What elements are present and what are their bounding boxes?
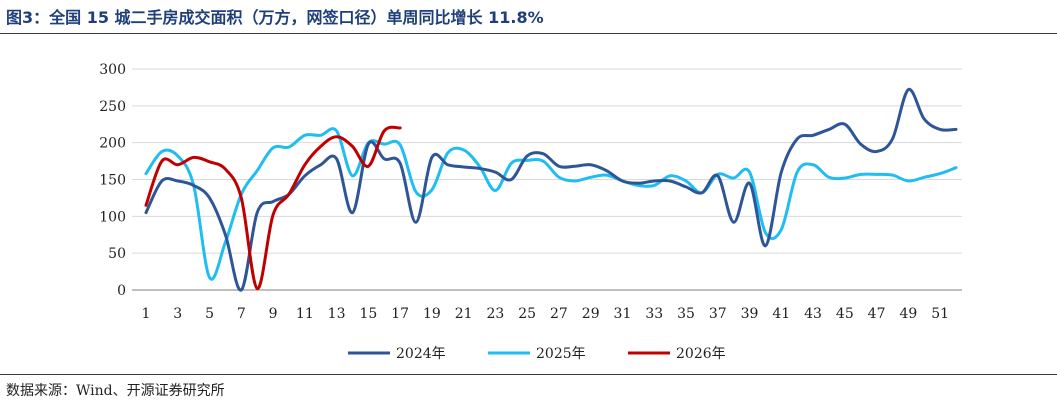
x-tick-label: 39 xyxy=(741,306,759,322)
y-tick-label: 100 xyxy=(99,209,126,225)
series-line-2024年 xyxy=(144,88,958,292)
x-tick-label: 35 xyxy=(677,306,695,322)
x-tick-label: 41 xyxy=(772,306,790,322)
y-tick-label: 200 xyxy=(99,136,126,152)
x-tick-label: 3 xyxy=(173,306,182,322)
x-tick-label: 27 xyxy=(550,306,568,322)
y-tick-label: 50 xyxy=(108,246,126,262)
y-tick-label: 0 xyxy=(117,283,126,299)
x-tick-label: 17 xyxy=(391,306,409,322)
y-tick-label: 250 xyxy=(99,99,126,115)
series-lines xyxy=(144,88,958,292)
x-tick-label: 33 xyxy=(645,306,663,322)
figure-title: 图3：全国 15 城二手房成交面积（万方，网签口径）单周同比增长 11.8% xyxy=(6,8,544,27)
x-tick-label: 7 xyxy=(237,306,246,322)
legend-label: 2026年 xyxy=(676,346,726,362)
source-note: 数据来源：Wind、开源证券研究所 xyxy=(6,383,225,399)
x-tick-label: 23 xyxy=(486,306,504,322)
legend-label: 2025年 xyxy=(536,346,586,362)
x-tick-label: 51 xyxy=(931,306,949,322)
x-tick-label: 1 xyxy=(142,306,151,322)
x-tick-label: 15 xyxy=(359,306,377,322)
title-underline xyxy=(0,33,1057,34)
x-tick-label: 21 xyxy=(455,306,473,322)
x-tick-label: 45 xyxy=(836,306,854,322)
x-tick-label: 25 xyxy=(518,306,536,322)
series-line-2025年 xyxy=(144,127,958,281)
x-tick-label: 19 xyxy=(423,306,441,322)
gridlines xyxy=(132,68,962,254)
x-tick-label: 5 xyxy=(205,306,214,322)
y-tick-label: 150 xyxy=(99,173,126,189)
source-divider xyxy=(0,374,1057,375)
x-tick-label: 31 xyxy=(614,306,632,322)
y-tick-label: 300 xyxy=(99,62,126,78)
x-tick-label: 43 xyxy=(804,306,822,322)
x-tick-label: 13 xyxy=(328,306,346,322)
series-line-2026年 xyxy=(144,125,402,291)
legend-label: 2024年 xyxy=(396,346,446,362)
x-tick-label: 11 xyxy=(296,306,314,322)
x-tick-label: 37 xyxy=(709,306,727,322)
x-tick-label: 47 xyxy=(868,306,886,322)
x-tick-label: 9 xyxy=(269,306,278,322)
x-tick-label: 29 xyxy=(582,306,600,322)
legend: 2024年 2025年 2026年 xyxy=(348,346,726,362)
x-tick-label: 49 xyxy=(899,306,917,322)
